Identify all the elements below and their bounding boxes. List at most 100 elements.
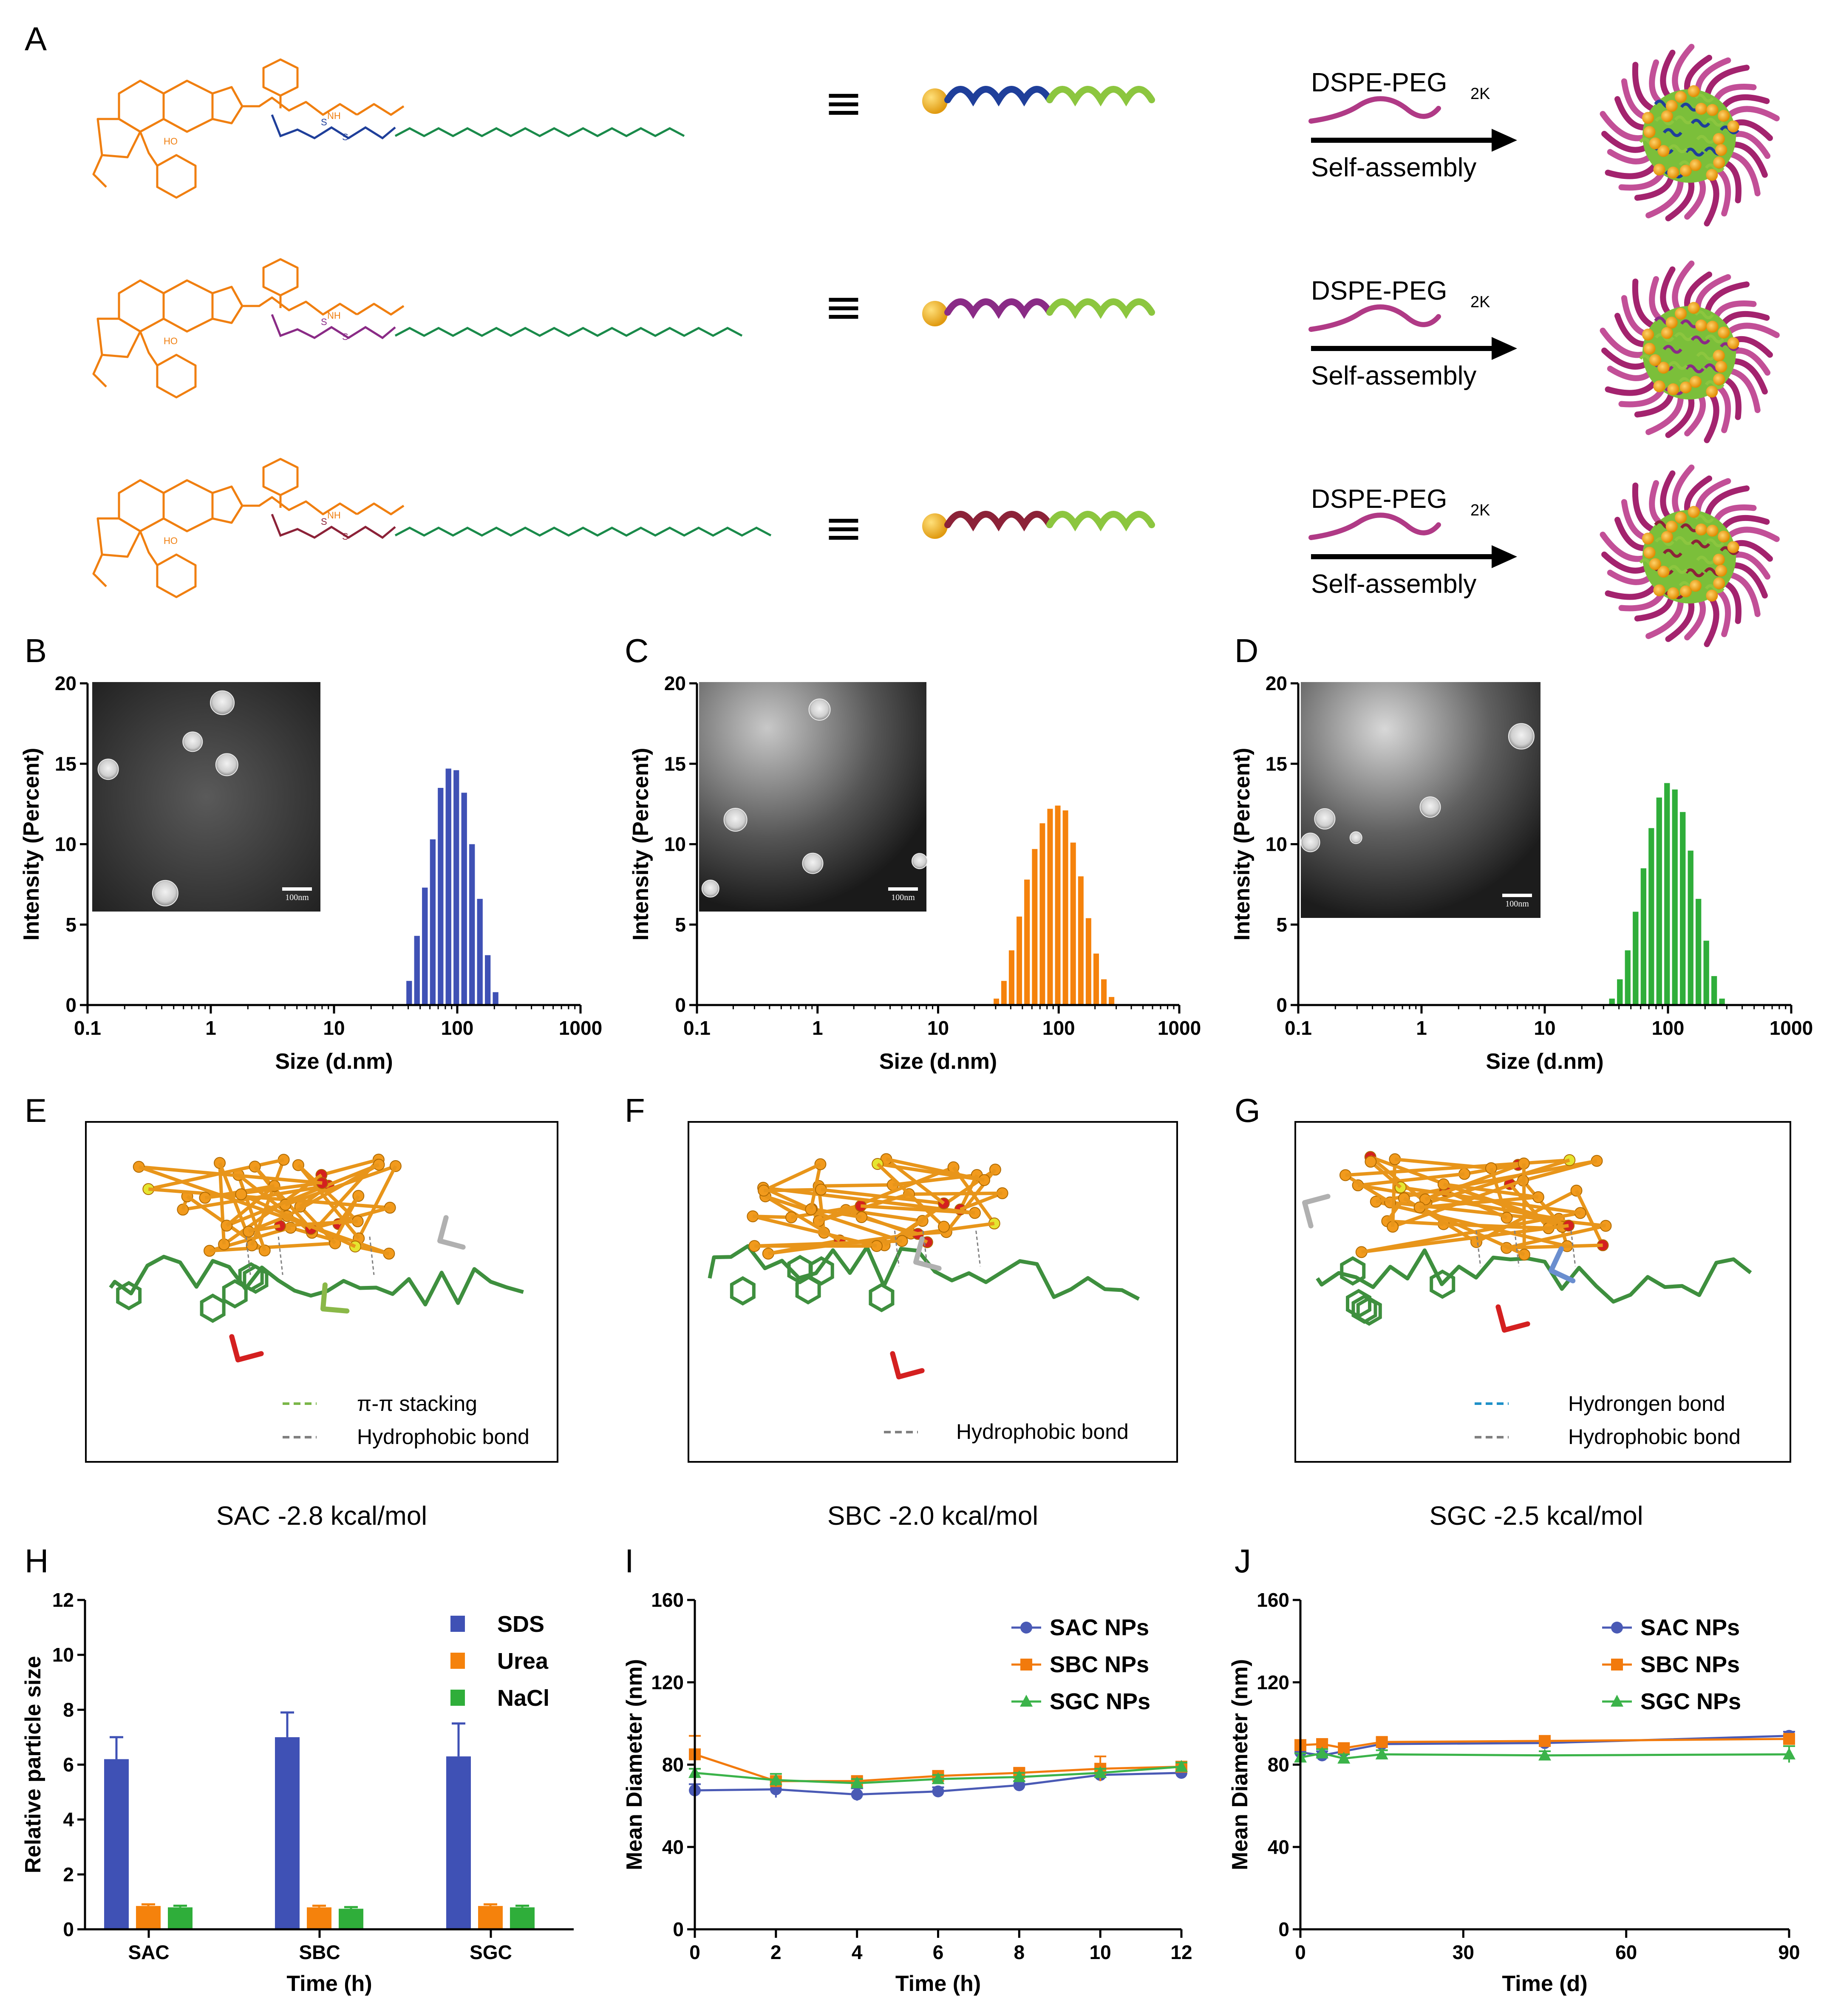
dls-bar [1039, 823, 1045, 1005]
dls-bar [1032, 849, 1038, 1005]
ball-bond [861, 1215, 919, 1236]
x-tick-label: 1000 [1158, 1017, 1201, 1039]
core-strand [1696, 135, 1716, 144]
dls-bar [1085, 918, 1091, 1005]
legend-swatch [450, 1653, 465, 1669]
data-point [1013, 1779, 1025, 1791]
side-chain [242, 296, 358, 316]
stick-ring [795, 1275, 821, 1305]
legend-label: SGC NPs [1050, 1689, 1150, 1714]
drug-sphere [1718, 110, 1730, 122]
taxane-ring-b [162, 479, 214, 532]
nanoparticle [182, 731, 203, 752]
ball-bond [752, 1215, 877, 1248]
ball-bond [209, 1241, 335, 1253]
drug-sphere [1642, 532, 1654, 545]
drug-sphere [1713, 577, 1725, 589]
ball-bond [321, 1158, 379, 1177]
drug-sphere [1713, 156, 1725, 169]
data-point [1538, 1748, 1551, 1761]
core-strand [1668, 361, 1688, 370]
y-tick-label: 15 [1266, 753, 1287, 775]
highlight-arrow [229, 1334, 264, 1362]
stick-ring [1351, 1294, 1377, 1324]
core-strand [1705, 538, 1725, 547]
drug-sphere [1695, 523, 1708, 535]
x-axis-label: Size (d.nm) [879, 1049, 997, 1074]
ball-bond [1361, 1211, 1581, 1254]
scale-bar [1502, 894, 1532, 897]
y-tick-label: 120 [651, 1671, 684, 1693]
dls-bar [1062, 810, 1068, 1005]
benzoyl-ring [156, 354, 197, 399]
drug-sphere [1642, 112, 1654, 124]
dls-bar [430, 839, 436, 1005]
bond [139, 331, 159, 366]
y-tick-label: 5 [1276, 914, 1287, 936]
y-tick-label: 4 [63, 1809, 74, 1831]
drug-sphere [1713, 373, 1725, 385]
chain-wave [1046, 298, 1155, 319]
x-tick-label: 10 [927, 1017, 949, 1039]
process-label: Self-assembly [1311, 569, 1476, 599]
core-strand [1705, 584, 1725, 593]
scale-bar [888, 887, 918, 891]
atom-label-s: S [321, 516, 327, 527]
dls-bar [1008, 950, 1014, 1005]
dls-bar [1024, 879, 1030, 1005]
drug-sphere [1642, 328, 1654, 341]
drug-structure [92, 458, 405, 598]
core-strand [1696, 351, 1716, 361]
x-tick-label: 1 [205, 1017, 216, 1039]
dls-chart-c: 100nm 0 5 10 15 20 0.1 1 10 100 1000 Size (d.nm) Int… [629, 672, 1201, 1074]
ball-bond [1376, 1159, 1597, 1203]
bar-sds [446, 1756, 471, 1929]
x-axis-label: Time (h) [286, 1971, 372, 1996]
dls-bar [1055, 805, 1061, 1005]
ball-bond [909, 1191, 1002, 1196]
ball-bond [1443, 1182, 1539, 1199]
bond [139, 131, 159, 167]
ball-bond [1400, 1186, 1581, 1215]
core-strand [1685, 147, 1705, 157]
arrow-head [1492, 129, 1517, 152]
peg-subscript: 2K [1470, 85, 1490, 103]
atom-label-s: S [342, 531, 348, 542]
head-sphere [922, 301, 948, 326]
atom-label-s: S [321, 117, 327, 127]
panel-label-c: C [625, 632, 648, 669]
y-tick-label: 10 [52, 1644, 74, 1666]
peg-wave [1308, 512, 1441, 540]
drug-sphere [1715, 144, 1727, 156]
y-tick-label: 160 [651, 1589, 684, 1611]
panel-label-h: H [25, 1542, 48, 1580]
drug-sphere [1667, 587, 1679, 600]
drug-sphere [1727, 541, 1739, 553]
ball-bond [809, 1164, 822, 1210]
diameter-days-chart: SAC NPs SBC NPs SGC NPs 0 40 80 120 160 0 30 60 90 T… [1228, 1589, 1800, 1996]
dls-bar [1703, 940, 1709, 1005]
interaction-line [1570, 1230, 1576, 1267]
ball-bond [764, 1188, 821, 1192]
panel-label-d: D [1235, 632, 1258, 669]
drug-sphere [1713, 133, 1725, 145]
x-tick-label: 100 [1042, 1017, 1075, 1039]
linker-wave [944, 511, 1053, 532]
dls-bar [1680, 812, 1686, 1005]
x-tick-label: 1 [1416, 1017, 1427, 1039]
nanoparticle [1314, 808, 1336, 830]
drug-sphere [1679, 585, 1692, 597]
data-point [1316, 1746, 1329, 1758]
legend-marker [1020, 1695, 1033, 1707]
y-tick-label: 6 [63, 1754, 74, 1776]
drug-sphere [1718, 326, 1730, 339]
panel-label-j: J [1235, 1542, 1251, 1580]
dls-bar [1625, 950, 1631, 1005]
ball-bond [768, 1222, 995, 1255]
equivalence-sign: ≡ [824, 501, 863, 555]
atom-label-nh: NH [327, 310, 341, 321]
scheme-row-2: HO NHS S ≡ DSPE-PEG 2K Self-assembly [92, 258, 1780, 443]
ball-bond [1369, 1160, 1402, 1189]
drug-sphere [1727, 337, 1739, 349]
x-tick-label: 12 [1170, 1941, 1192, 1963]
